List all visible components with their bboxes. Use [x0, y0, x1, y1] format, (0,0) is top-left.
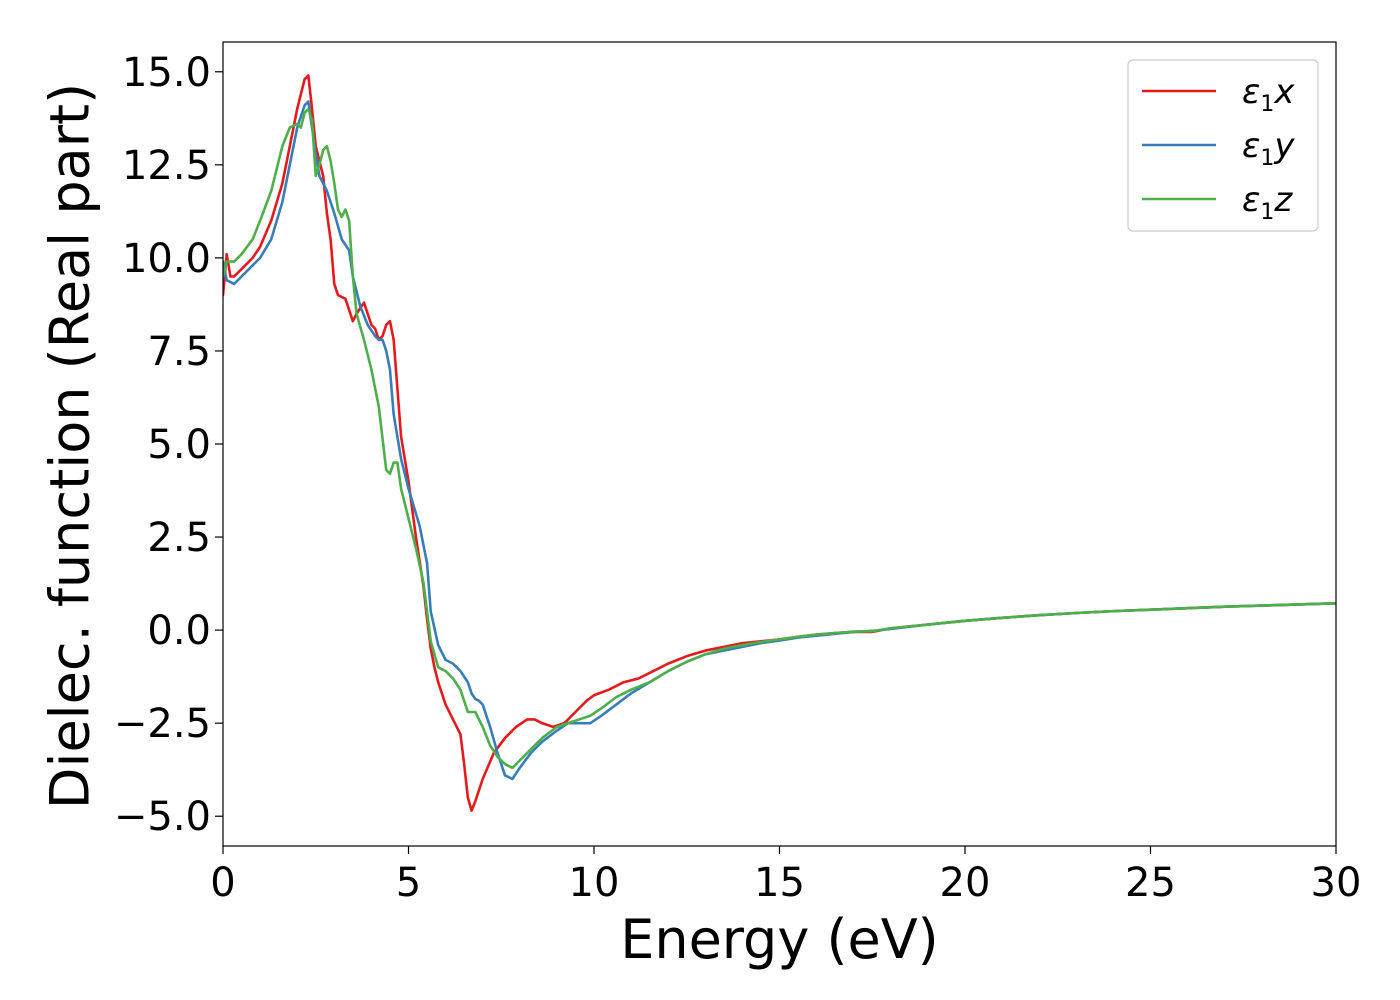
y-tick-label: 12.5	[122, 143, 211, 189]
y-tick-label: 10.0	[122, 236, 211, 282]
y-tick-label: 2.5	[147, 515, 211, 561]
y-axis-label: Dielec. function (Real part)	[39, 83, 102, 809]
legend-label-z: ε1z	[1242, 180, 1293, 225]
y-tick-label: 7.5	[147, 329, 211, 375]
x-tick-label: 30	[1311, 860, 1362, 906]
legend-box	[1127, 59, 1319, 232]
legend-label-x: ε1x	[1242, 72, 1295, 117]
y-tick-label: −2.5	[114, 701, 211, 747]
x-axis-label: Energy (eV)	[620, 908, 939, 971]
x-tick-label: 10	[569, 860, 620, 906]
series-line-z	[223, 107, 1336, 770]
series-layer	[223, 74, 1336, 812]
legend: ε1x ε1y ε1z	[1127, 59, 1319, 232]
x-tick-label: 20	[940, 860, 991, 906]
x-tick-label: 15	[754, 860, 805, 906]
y-tick-label: 15.0	[122, 50, 211, 96]
y-tick-label: 0.0	[147, 608, 211, 654]
y-tick-label: 5.0	[147, 422, 211, 468]
x-tick-label: 5	[396, 860, 421, 906]
legend-label-y: ε1y	[1242, 126, 1295, 171]
x-tick-label: 0	[210, 860, 235, 906]
x-tick-label: 25	[1125, 860, 1176, 906]
axis-ticks: 0 5 10 15 20 25 30 −5.0 −2.5 0.0 2.5 5.0 7.5 10.0 12.5…	[114, 50, 1362, 906]
y-tick-label: −5.0	[114, 794, 211, 840]
